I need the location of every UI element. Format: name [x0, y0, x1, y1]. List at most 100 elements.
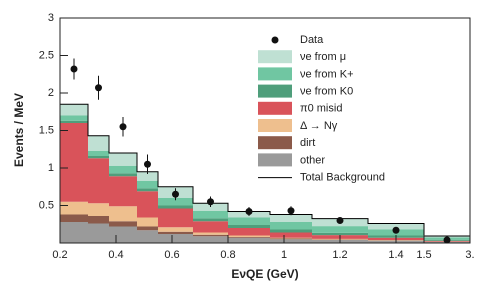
x-tick-label: 0.8	[220, 249, 235, 261]
x-tick-label: 1.2	[332, 249, 347, 261]
legend-marker	[271, 36, 279, 44]
histogram-segment	[368, 223, 424, 230]
legend-label: Data	[300, 34, 324, 46]
data-point	[70, 65, 78, 73]
y-tick-label: 2.5	[39, 49, 54, 61]
x-tick-label: 0.4	[108, 249, 123, 261]
histogram-segment	[109, 153, 137, 166]
histogram-segment	[270, 229, 312, 233]
histogram-segment	[88, 150, 109, 156]
histogram-segment	[228, 237, 270, 238]
histogram-segment	[137, 226, 158, 231]
data-point	[172, 190, 179, 198]
x-tick-label: 1	[281, 249, 287, 261]
histogram-segment	[137, 191, 158, 218]
histogram-segment	[109, 176, 137, 207]
y-tick-label: 0.5	[39, 199, 54, 211]
histogram-segment	[109, 221, 137, 227]
data-point	[287, 207, 295, 215]
histogram-segment	[109, 226, 137, 243]
x-tick-label: 0.6	[164, 249, 179, 261]
legend-swatch	[258, 67, 292, 81]
x-tick-label: 3.	[465, 249, 474, 261]
data-point	[207, 198, 214, 206]
histogram-segment	[312, 232, 368, 236]
histogram-segment	[60, 123, 88, 202]
histogram-segment	[137, 230, 158, 243]
data-point	[336, 217, 344, 224]
histogram-segment	[158, 227, 193, 232]
histogram-segment	[137, 171, 158, 181]
legend-swatch	[258, 153, 292, 167]
histogram-segment	[228, 225, 270, 228]
legend-label: νe from μ	[300, 51, 346, 63]
histogram-segment	[193, 221, 228, 233]
histogram-segment	[158, 208, 193, 228]
histogram-segment	[158, 234, 193, 243]
legend-label: Total Background	[300, 172, 385, 184]
histogram-segment	[137, 180, 158, 189]
legend-label: dirt	[300, 137, 315, 149]
data-point	[119, 123, 127, 131]
histogram-segment	[228, 235, 270, 237]
x-tick-label: 0.2	[52, 249, 67, 261]
data-point	[95, 84, 102, 92]
histogram-segment	[158, 205, 193, 209]
histogram-segment	[270, 214, 312, 222]
histogram-segment	[137, 188, 158, 192]
histogram-segment	[88, 216, 109, 224]
histogram-segment	[228, 228, 270, 236]
histogram-segment	[109, 206, 137, 222]
legend-label: νe from K+	[300, 68, 354, 80]
histogram-segment	[158, 198, 193, 206]
histogram-segment	[60, 120, 88, 123]
legend-swatch	[258, 119, 292, 132]
histogram-segment	[270, 237, 312, 239]
histogram-segment	[270, 238, 312, 240]
histogram-segment	[60, 201, 88, 215]
legend-swatch	[258, 101, 292, 115]
legend-swatch	[258, 136, 292, 150]
histogram-segment	[270, 232, 312, 238]
histogram-segment	[60, 214, 88, 222]
data-point	[392, 226, 400, 234]
legend-swatch	[258, 84, 292, 98]
histogram-segment	[88, 223, 109, 243]
legend-label: νe from K0	[300, 86, 353, 98]
data-point	[443, 236, 451, 244]
data-point	[245, 208, 253, 215]
histogram-segment	[158, 231, 193, 234]
histogram-segment	[193, 232, 228, 235]
histogram-segment	[60, 104, 88, 116]
data-point	[144, 160, 151, 168]
histogram-segment	[193, 234, 228, 237]
histogram-segment	[270, 222, 312, 230]
x-tick-label: 1.4	[388, 249, 403, 261]
histogram-segment	[228, 237, 270, 243]
histogram-segment	[312, 226, 368, 233]
histogram-segment	[193, 236, 228, 243]
y-tick-label: 1.5	[39, 124, 54, 136]
histogram-segment	[60, 222, 88, 243]
y-tick-label: 3	[48, 12, 54, 24]
x-axis-label: EνQE (GeV)	[231, 267, 298, 281]
y-axis-label: Events / MeV	[12, 93, 26, 167]
histogram-segment	[228, 217, 270, 225]
legend-label: π0 misid	[300, 103, 342, 115]
histogram-segment	[60, 115, 88, 121]
y-tick-label: 2	[48, 87, 54, 99]
histogram-segment	[109, 173, 137, 177]
histogram-segment	[270, 239, 312, 243]
histogram-segment	[88, 156, 109, 159]
histogram-segment	[193, 218, 228, 222]
histogram-segment	[193, 210, 228, 219]
histogram-segment	[137, 217, 158, 227]
histogram-segment	[88, 203, 109, 216]
x-tick-label: 1.5	[416, 249, 431, 261]
histogram-segment	[88, 158, 109, 204]
legend-swatch	[258, 50, 292, 64]
histogram-segment	[88, 135, 109, 151]
y-tick-label: 1	[48, 162, 54, 174]
legend-label: other	[300, 154, 325, 166]
